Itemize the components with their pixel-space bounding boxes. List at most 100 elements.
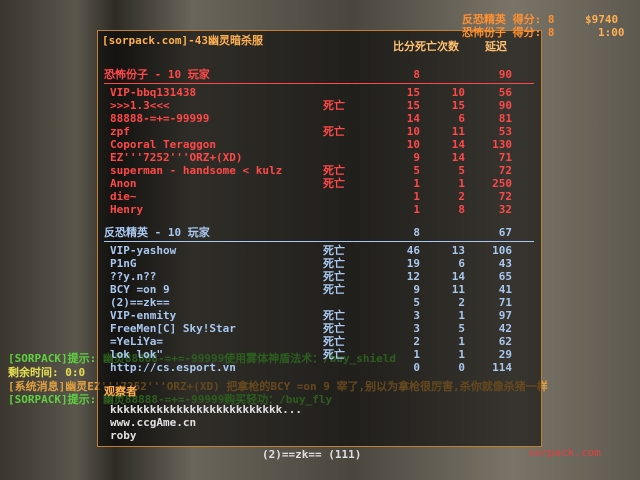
team-name: 恐怖份子 - 10 玩家 (104, 68, 210, 81)
player-score: 3 (413, 322, 420, 335)
player-name: Coporal Teraggon (110, 138, 216, 151)
player-deaths: 5 (458, 322, 465, 335)
player-deaths: 11 (451, 125, 465, 138)
player-score: 1 (413, 348, 420, 361)
divider (104, 83, 534, 84)
chat-line: 剩余时间: 0:0 (8, 366, 86, 379)
player-score: 1 (413, 177, 420, 190)
player-name: FreeMen[C] Sky!Star (110, 322, 236, 335)
player-name: VIP-yashow (110, 244, 177, 257)
spectator-name: roby (110, 429, 137, 442)
team-ping: 90 (498, 68, 512, 81)
player-score: 15 (406, 86, 420, 99)
board-title: [sorpack.com]-43幽灵暗杀服 (102, 34, 263, 47)
player-status: 死亡 (323, 283, 345, 296)
player-deaths: 11 (451, 283, 465, 296)
player-status: 死亡 (323, 257, 345, 270)
player-name: Anon (110, 177, 137, 190)
player-name: >>>1.3<<< (110, 99, 170, 112)
player-name: zpf (110, 125, 130, 138)
player-score: 5 (413, 296, 420, 309)
player-ping: 71 (498, 296, 512, 309)
player-status: 死亡 (323, 270, 345, 283)
player-name: (2)==zk== (110, 296, 170, 309)
player-ping: 32 (498, 203, 512, 216)
player-deaths: 1 (458, 348, 465, 361)
player-ping: 72 (498, 164, 512, 177)
player-ping: 71 (498, 151, 512, 164)
team-score: 8 (413, 68, 420, 81)
player-score: 1 (413, 190, 420, 203)
watermark: sorpack.com (528, 446, 601, 459)
player-status: 死亡 (323, 309, 345, 322)
player-ping: 62 (498, 335, 512, 348)
player-score: 15 (406, 99, 420, 112)
player-deaths: 10 (451, 86, 465, 99)
player-ping: 43 (498, 257, 512, 270)
ct-score: 反恐精英 得分: 8 (462, 13, 555, 26)
team-ping: 67 (498, 226, 512, 239)
player-ping: 41 (498, 283, 512, 296)
player-ping: 56 (498, 86, 512, 99)
player-deaths: 15 (451, 99, 465, 112)
player-ping: 72 (498, 190, 512, 203)
scoreboard (97, 30, 542, 447)
player-deaths: 2 (458, 296, 465, 309)
player-name: VIP-enmity (110, 309, 177, 322)
player-name: EZ'''7252'''ORZ+(XD) (110, 151, 243, 164)
player-ping: 97 (498, 309, 512, 322)
player-name: VIP-bbq131438 (110, 86, 197, 99)
player-score: 10 (406, 125, 420, 138)
player-deaths: 1 (458, 309, 465, 322)
player-deaths: 1 (458, 335, 465, 348)
player-ping: 130 (492, 138, 512, 151)
player-score: 1 (413, 203, 420, 216)
player-ping: 53 (498, 125, 512, 138)
player-score: 3 (413, 309, 420, 322)
player-score: 46 (406, 244, 420, 257)
divider (104, 241, 534, 242)
player-name: ??y.n?? (110, 270, 157, 283)
t-score: 恐怖份子 得分: 8 (462, 26, 555, 39)
player-deaths: 2 (458, 190, 465, 203)
player-name: http://cs.esport.vn (110, 361, 236, 374)
player-score: 19 (406, 257, 420, 270)
player-name: superman - handsome < kulz (110, 164, 283, 177)
player-name: die~ (110, 190, 137, 203)
player-status: 死亡 (323, 99, 345, 112)
column-header: 延迟 (485, 40, 507, 53)
team-score: 8 (413, 226, 420, 239)
player-name: 88888-=+=-99999 (110, 112, 210, 125)
player-status: 死亡 (323, 125, 345, 138)
player-name: P1nG (110, 257, 137, 270)
column-header: 比分 (393, 40, 415, 53)
player-ping: 65 (498, 270, 512, 283)
spectators-title: 观察者 (104, 385, 137, 398)
player-deaths: 8 (458, 203, 465, 216)
timer: 1:00 (598, 26, 625, 39)
player-score: 9 (413, 151, 420, 164)
player-deaths: 14 (451, 151, 465, 164)
player-status: 死亡 (323, 322, 345, 335)
player-deaths: 6 (458, 257, 465, 270)
spectator-name: kkkkkkkkkkkkkkkkkkkkkkkkkk... (110, 403, 303, 416)
player-status: 死亡 (323, 164, 345, 177)
player-ping: 106 (492, 244, 512, 257)
player-score: 0 (413, 361, 420, 374)
player-deaths: 6 (458, 112, 465, 125)
player-deaths: 14 (451, 270, 465, 283)
player-status: 死亡 (323, 335, 345, 348)
player-ping: 90 (498, 99, 512, 112)
column-header: 死亡次数 (415, 40, 459, 53)
player-status: 死亡 (323, 177, 345, 190)
player-status: 死亡 (323, 244, 345, 257)
player-ping: 42 (498, 322, 512, 335)
player-score: 12 (406, 270, 420, 283)
player-name: =YeLiYa= (110, 335, 163, 348)
player-name: Henry (110, 203, 144, 216)
player-score: 10 (406, 138, 420, 151)
player-deaths: 5 (458, 164, 465, 177)
player-name: BCY =on 9 (110, 283, 170, 296)
player-score: 14 (406, 112, 420, 125)
